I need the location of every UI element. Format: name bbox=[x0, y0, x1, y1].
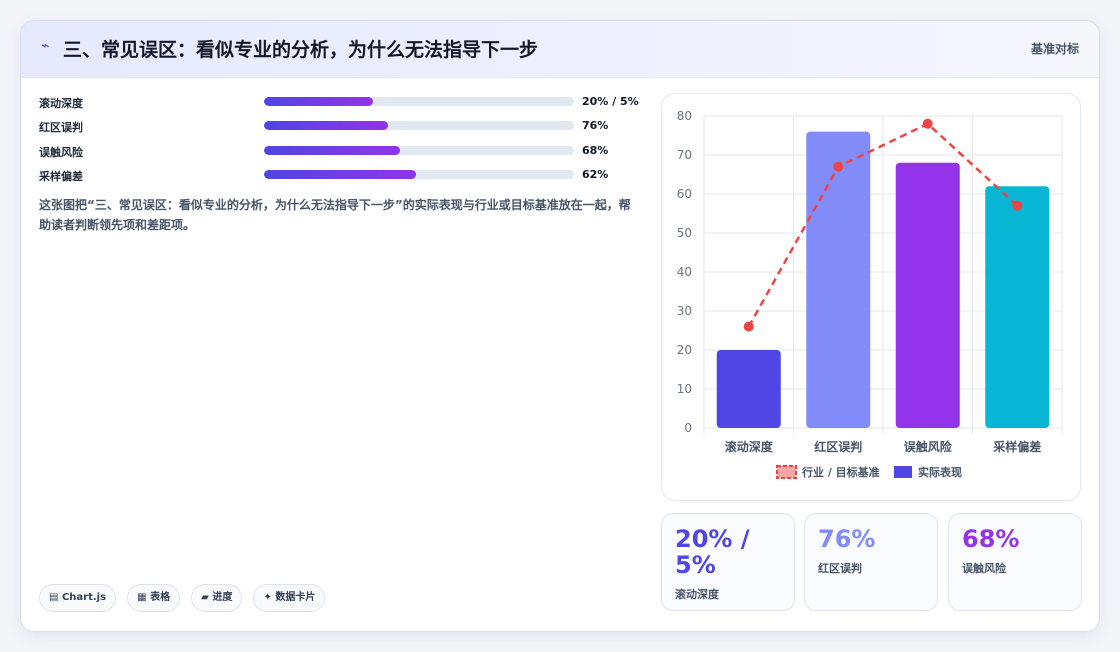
card-header: ⌁ 三、常见误区：看似专业的分析，为什么无法指导下一步 基准对标 bbox=[21, 21, 1099, 78]
stat-label: 误触风险 bbox=[962, 562, 1006, 575]
table-icon: ▦ bbox=[137, 592, 147, 603]
stat-label: 红区误判 bbox=[818, 562, 862, 575]
chip-progress[interactable]: ▰ 进度 bbox=[191, 584, 243, 612]
metric-value: 62% bbox=[582, 168, 609, 181]
benchmark-point bbox=[743, 321, 754, 332]
metric-value: 20% / 5% bbox=[582, 95, 639, 108]
bar bbox=[895, 162, 960, 429]
metric-row: 误触风险 68% bbox=[39, 142, 639, 160]
metric-label: 滚动深度 bbox=[39, 97, 83, 110]
progress-fill bbox=[264, 170, 416, 179]
metric-value: 68% bbox=[582, 144, 609, 157]
chart-description: 这张图把“三、常见误区：看似专业的分析，为什么无法指导下一步”的实际表现与行业或… bbox=[39, 198, 631, 232]
bar bbox=[716, 350, 781, 428]
progress-track bbox=[264, 121, 574, 130]
stat-card: 76% 红区误判 bbox=[804, 513, 938, 611]
progress-track bbox=[264, 97, 574, 106]
bar bbox=[985, 186, 1050, 428]
progress-fill bbox=[264, 97, 373, 106]
chip-table[interactable]: ▦ 表格 bbox=[127, 584, 181, 612]
metric-label: 采样偏差 bbox=[39, 170, 83, 183]
data-card-icon: ✦ bbox=[263, 592, 272, 603]
legend-label: 实际表现 bbox=[918, 465, 962, 479]
y-tick-label: 80 bbox=[677, 109, 692, 123]
legend-swatch-line bbox=[776, 465, 797, 479]
progress-fill bbox=[264, 146, 401, 155]
chip-chartjs[interactable]: ▤ Chart.js bbox=[39, 584, 117, 612]
x-tick-label: 采样偏差 bbox=[992, 439, 1041, 454]
benchmark-point bbox=[833, 161, 844, 172]
analysis-card: ⌁ 三、常见误区：看似专业的分析，为什么无法指导下一步 基准对标 滚动深度 20… bbox=[20, 20, 1100, 632]
metric-label: 红区误判 bbox=[39, 121, 83, 134]
progress-icon: ▰ bbox=[201, 592, 209, 603]
bar bbox=[806, 131, 871, 428]
progress-track bbox=[264, 170, 574, 179]
legend-swatch-bar bbox=[894, 466, 912, 478]
chip-label: 数据卡片 bbox=[275, 592, 316, 603]
metric-value: 76% bbox=[582, 119, 609, 132]
stat-card: 68% 误触风险 bbox=[948, 513, 1082, 611]
y-tick-label: 40 bbox=[677, 265, 692, 279]
y-tick-label: 30 bbox=[677, 304, 692, 318]
progress-track bbox=[264, 146, 574, 155]
chip-row: ▤ Chart.js ▦ 表格 ▰ 进度 ✦ 数据卡片 bbox=[39, 584, 331, 612]
chip-label: 表格 bbox=[150, 592, 171, 603]
stat-label: 滚动深度 bbox=[675, 588, 719, 601]
stat-value: 76% bbox=[818, 525, 876, 553]
chart-panel: 0 10 20 30 40 50 60 70 80 滚动深度 红区误判 误触风险 采样偏差行业 / 目标… bbox=[661, 93, 1081, 501]
chip-label: 进度 bbox=[212, 592, 233, 603]
chart-line-icon: ⌁ bbox=[41, 38, 50, 54]
benchmark-point bbox=[1012, 200, 1023, 211]
chart-icon: ▤ bbox=[49, 592, 59, 603]
y-tick-label: 0 bbox=[684, 421, 692, 435]
x-tick-label: 滚动深度 bbox=[725, 439, 774, 454]
y-tick-label: 60 bbox=[677, 187, 692, 201]
benchmark-tag: 基准对标 bbox=[1030, 42, 1079, 56]
x-tick-label: 误触风险 bbox=[904, 439, 953, 454]
metric-row: 滚动深度 20% / 5% bbox=[39, 93, 639, 111]
stat-value: 20% / 5% bbox=[675, 525, 750, 579]
metric-label: 误触风险 bbox=[39, 146, 83, 159]
benchmark-point bbox=[922, 118, 933, 129]
chip-data-card[interactable]: ✦ 数据卡片 bbox=[253, 584, 326, 612]
chip-label: Chart.js bbox=[61, 592, 107, 603]
legend-label: 行业 / 目标基准 bbox=[801, 465, 880, 479]
benchmark-line bbox=[747, 122, 1019, 328]
metric-row: 红区误判 76% bbox=[39, 117, 639, 135]
card-title: 三、常见误区：看似专业的分析，为什么无法指导下一步 bbox=[63, 39, 539, 61]
progress-fill bbox=[264, 121, 388, 130]
y-tick-label: 50 bbox=[677, 226, 692, 240]
y-tick-label: 10 bbox=[677, 382, 692, 396]
y-tick-label: 20 bbox=[677, 343, 692, 357]
stat-value: 68% bbox=[962, 525, 1020, 553]
metric-row: 采样偏差 62% bbox=[39, 166, 639, 184]
stat-card: 20% / 5% 滚动深度 bbox=[661, 513, 795, 611]
x-tick-label: 红区误判 bbox=[814, 439, 862, 454]
y-tick-label: 70 bbox=[677, 148, 692, 162]
